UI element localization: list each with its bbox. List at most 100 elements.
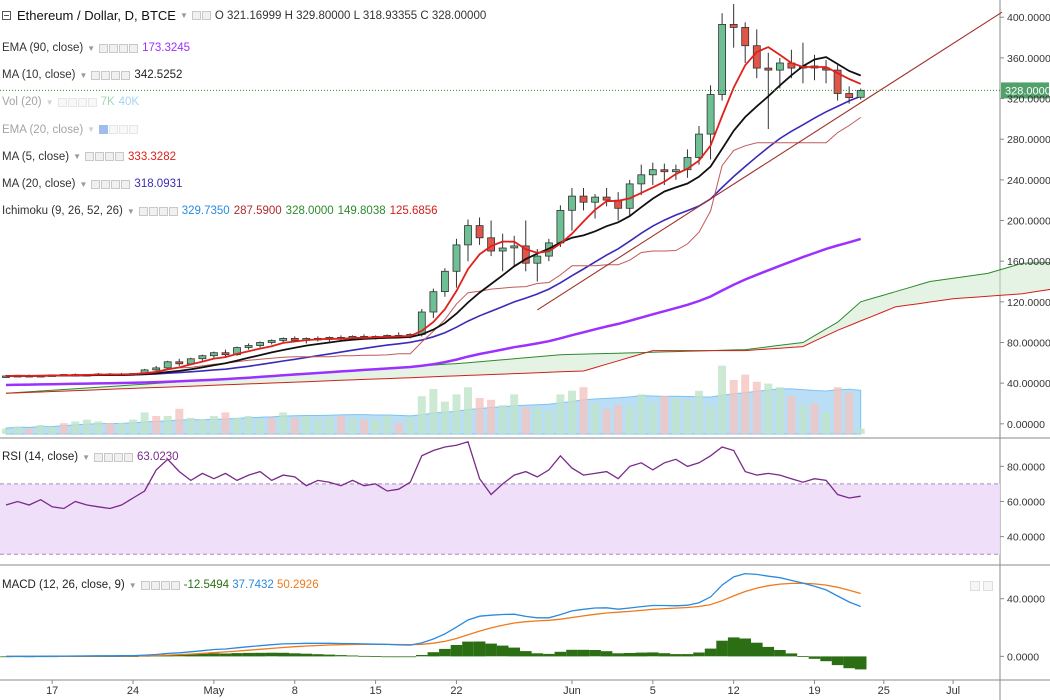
chevron-down-icon[interactable]: ▼	[79, 70, 88, 80]
chevron-down-icon[interactable]: ▼	[87, 43, 96, 53]
plus-icon[interactable]	[111, 70, 121, 80]
candle[interactable]	[498, 247, 507, 252]
candle[interactable]	[579, 195, 588, 203]
plus-icon[interactable]	[113, 452, 123, 462]
candle[interactable]	[591, 196, 599, 203]
eye-icon[interactable]	[91, 179, 101, 189]
chevron-down-icon[interactable]: ▼	[126, 206, 135, 216]
candle[interactable]	[672, 169, 680, 173]
eye-icon[interactable]	[99, 43, 109, 53]
gear-icon[interactable]	[109, 125, 119, 135]
candle[interactable]	[764, 67, 773, 71]
indicator-title[interactable]: EMA (90, close)	[2, 42, 84, 54]
chevron-down-icon[interactable]: ▼	[87, 125, 96, 135]
ma5-line[interactable]	[5, 46, 862, 377]
candle[interactable]	[475, 225, 484, 239]
eye-icon[interactable]	[91, 70, 101, 80]
candle[interactable]	[695, 133, 703, 158]
candle[interactable]	[752, 45, 761, 69]
scroll-down-icon[interactable]	[983, 581, 993, 591]
chevron-down-icon[interactable]: ▼	[128, 580, 137, 590]
legend-controls[interactable]	[140, 580, 180, 590]
trendline[interactable]	[537, 11, 1003, 311]
gear-icon[interactable]	[103, 452, 113, 462]
gear-icon[interactable]	[67, 97, 77, 107]
indicator-title[interactable]: MA (20, close)	[2, 178, 76, 190]
candle[interactable]	[244, 345, 253, 348]
legend-controls[interactable]	[93, 452, 133, 462]
plus-icon[interactable]	[119, 43, 129, 53]
candle[interactable]	[267, 340, 276, 343]
indicator-title[interactable]: MA (5, close)	[2, 150, 70, 163]
candle[interactable]	[637, 174, 646, 185]
legend-controls[interactable]	[191, 11, 211, 20]
candle[interactable]	[776, 62, 784, 71]
legend-controls[interactable]	[99, 125, 139, 135]
ema90-line[interactable]	[5, 237, 862, 387]
candle[interactable]	[718, 23, 726, 95]
candle[interactable]	[256, 342, 265, 346]
gear-icon[interactable]	[150, 580, 160, 590]
gear-icon[interactable]	[148, 206, 158, 216]
eye-icon[interactable]	[85, 152, 95, 162]
main-price-pane[interactable]	[0, 4, 1050, 435]
candle[interactable]	[429, 291, 438, 313]
candle[interactable]	[279, 337, 288, 341]
candle[interactable]	[209, 352, 218, 357]
chevron-down-icon[interactable]: ▼	[73, 152, 82, 162]
close-icon[interactable]	[87, 97, 97, 107]
candle[interactable]	[556, 209, 565, 244]
gear-icon[interactable]	[201, 11, 211, 20]
indicator-title[interactable]: Ichimoku (9, 26, 52, 26)	[2, 205, 123, 218]
plus-icon[interactable]	[77, 97, 87, 107]
ma10-line[interactable]	[5, 56, 862, 377]
indicator-title[interactable]: Vol (20)	[2, 96, 42, 109]
gear-icon[interactable]	[95, 152, 105, 162]
gear-icon[interactable]	[101, 179, 111, 189]
candle[interactable]	[729, 23, 738, 28]
legend-controls[interactable]	[91, 70, 131, 80]
candle[interactable]	[521, 245, 530, 264]
candle[interactable]	[856, 90, 865, 98]
candle[interactable]	[175, 361, 184, 365]
close-icon[interactable]	[123, 452, 133, 462]
candle[interactable]	[660, 169, 669, 173]
close-icon[interactable]	[121, 70, 131, 80]
legend-controls[interactable]	[91, 179, 131, 189]
candle[interactable]	[845, 93, 854, 98]
candle[interactable]	[683, 157, 692, 171]
eye-icon[interactable]	[99, 125, 109, 135]
candle[interactable]	[152, 367, 161, 371]
macd-signal-line[interactable]	[6, 582, 861, 658]
close-icon[interactable]	[129, 125, 139, 135]
eye-icon[interactable]	[138, 206, 148, 216]
candle[interactable]	[706, 94, 715, 135]
candle[interactable]	[741, 26, 750, 47]
candle[interactable]	[440, 270, 449, 292]
collapse-icon[interactable]	[2, 11, 11, 20]
gear-icon[interactable]	[109, 43, 119, 53]
rsi-title[interactable]: RSI (14, close)	[2, 451, 79, 463]
candle[interactable]	[533, 255, 542, 264]
eye-icon[interactable]	[57, 97, 67, 107]
indicator-title[interactable]: MA (10, close)	[2, 69, 76, 82]
scroll-up-icon[interactable]	[970, 581, 980, 591]
candle[interactable]	[510, 245, 519, 249]
macd-title[interactable]: MACD (12, 26, close, 9)	[2, 579, 125, 591]
macd-line[interactable]	[5, 572, 861, 658]
close-icon[interactable]	[168, 206, 178, 216]
candle[interactable]	[568, 195, 576, 211]
candle[interactable]	[221, 352, 230, 356]
plus-icon[interactable]	[160, 580, 170, 590]
symbol-title[interactable]: Ethereum / Dollar, D, BTCE	[17, 8, 176, 23]
close-icon[interactable]	[170, 580, 180, 590]
chevron-down-icon[interactable]: ▼	[82, 452, 90, 462]
close-icon[interactable]	[129, 43, 139, 53]
settings-icon[interactable]	[191, 11, 201, 20]
eye-icon[interactable]	[93, 452, 103, 462]
candle[interactable]	[198, 355, 207, 360]
candle[interactable]	[625, 183, 634, 209]
close-icon[interactable]	[115, 152, 125, 162]
legend-controls[interactable]	[85, 152, 125, 162]
candle[interactable]	[464, 225, 472, 246]
